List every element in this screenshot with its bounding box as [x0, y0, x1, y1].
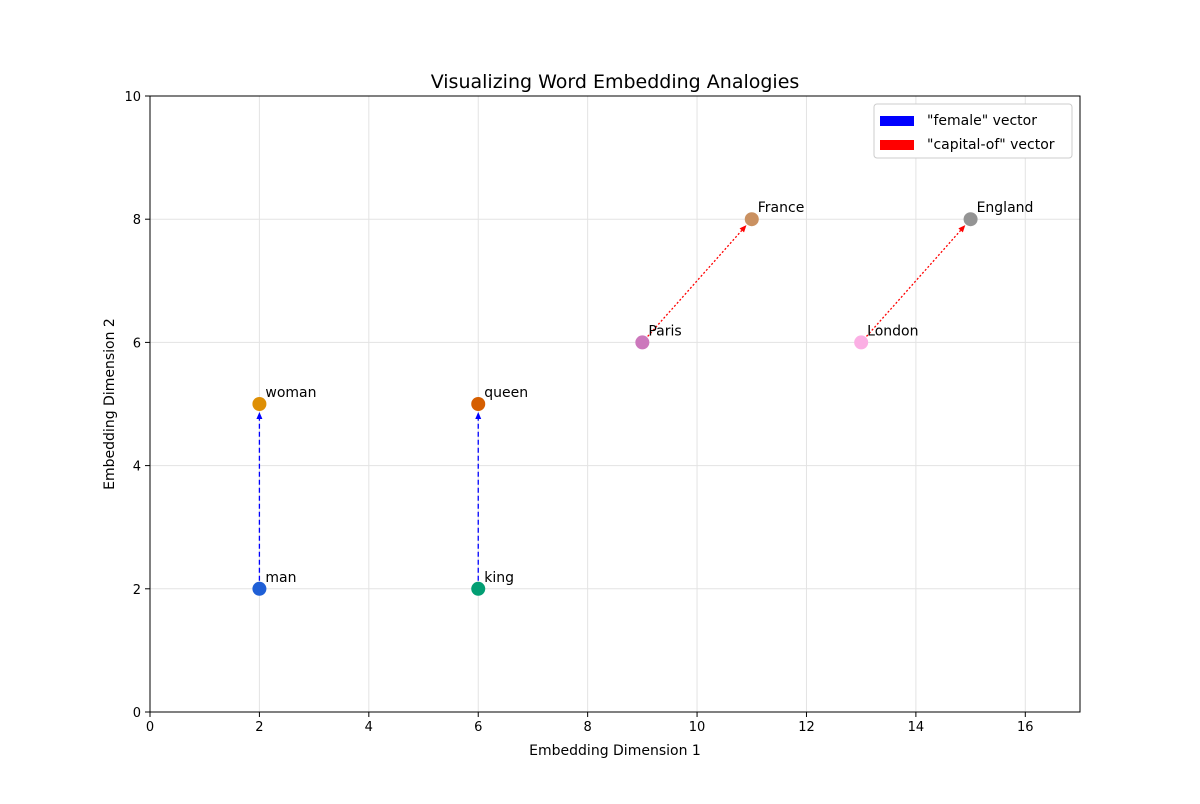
legend-box: [873, 103, 1073, 159]
point-king: [471, 581, 486, 596]
vector-arrowhead: [256, 412, 263, 419]
y-axis-label: Embedding Dimension 2: [102, 318, 118, 490]
y-tick-label: 10: [124, 90, 141, 105]
legend-entry: "female" vector: [927, 113, 1037, 129]
point-man: [252, 581, 267, 596]
data-points: [252, 212, 978, 596]
point-label-woman: woman: [265, 385, 316, 401]
point-label-paris: Paris: [648, 323, 681, 339]
legend-entry: "capital-of" vector: [927, 137, 1055, 153]
x-tick-label: 8: [584, 720, 592, 735]
vector-shaft: [860, 229, 962, 343]
x-axis-label: Embedding Dimension 1: [529, 743, 701, 759]
x-tick-label: 14: [908, 720, 925, 735]
vector-shaft: [641, 229, 743, 343]
x-tick-label: 10: [689, 720, 706, 735]
x-tick-label: 16: [1017, 720, 1034, 735]
x-tick-label: 0: [146, 720, 154, 735]
chart-title: Visualizing Word Embedding Analogies: [431, 71, 800, 93]
point-label-queen: queen: [484, 385, 528, 401]
axis-ticks: 0 2 4 6 8 10 12 14 16 0 2 4 6 8 10: [124, 90, 1033, 735]
point-england: [963, 212, 978, 227]
legend-swatch: [880, 140, 914, 150]
point-london: [854, 335, 869, 350]
y-tick-label: 6: [133, 336, 141, 351]
point-woman: [252, 397, 267, 411]
point-label-france: France: [758, 200, 805, 216]
vector-arrowhead: [958, 225, 966, 233]
x-tick-label: 6: [474, 720, 482, 735]
point-labels: man woman king queen Paris France London Englan…: [265, 200, 1033, 586]
point-label-england: England: [977, 200, 1034, 216]
point-label-london: London: [867, 323, 918, 339]
y-tick-label: 8: [133, 213, 141, 228]
y-tick-label: 0: [133, 706, 141, 721]
x-tick-label: 2: [255, 720, 263, 735]
vector-arrows: [256, 225, 966, 589]
plot-frame: [149, 95, 1081, 713]
point-paris: [635, 335, 650, 350]
point-label-man: man: [265, 570, 296, 586]
vector-arrowhead: [739, 225, 747, 233]
vector-arrowhead: [475, 412, 482, 419]
point-queen: [471, 397, 486, 411]
y-tick-label: 2: [133, 583, 141, 598]
point-label-king: king: [484, 570, 514, 586]
legend-swatch: [880, 116, 914, 126]
legend: "female" vector "capital-of" vector: [873, 103, 1073, 159]
point-france: [744, 212, 759, 227]
x-tick-label: 12: [798, 720, 815, 735]
y-tick-label: 4: [133, 460, 141, 475]
x-tick-label: 4: [365, 720, 373, 735]
